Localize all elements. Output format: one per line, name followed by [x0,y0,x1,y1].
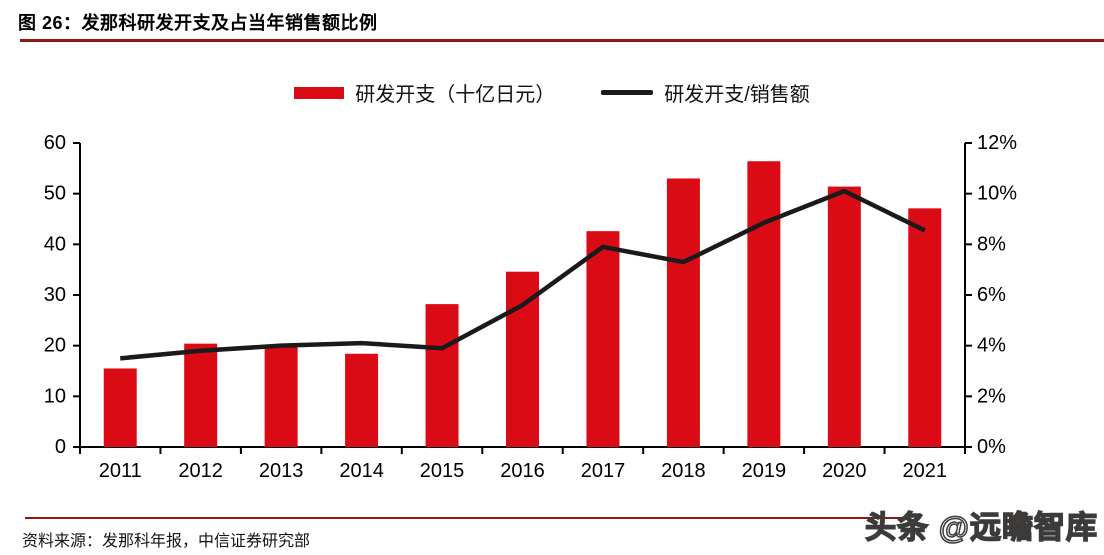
figure-title: 图 26：发那科研发开支及占当年销售额比例 [18,13,378,33]
x-axis-label: 2012 [178,460,223,482]
bar-2016 [506,271,539,447]
x-axis-label: 2021 [903,460,948,482]
x-axis-label: 2015 [420,460,465,482]
source-note: 资料来源：发那科年报，中信证券研究部 [22,533,311,550]
x-axis-label: 2011 [99,460,142,482]
left-axis-label: 40 [44,233,66,255]
bar-2018 [666,178,700,447]
footer-rule [25,517,905,519]
left-axis-label: 30 [44,284,66,306]
right-axis-label: 12% [977,132,1017,154]
legend-bar-label: 研发开支（十亿日元） [355,84,556,106]
left-axis-label: 20 [44,335,66,357]
legend-item-bar: 研发开支（十亿日元） [294,78,555,107]
x-axis-label: 2019 [742,460,787,482]
bar-2021 [908,208,942,447]
right-axis-label: 4% [977,335,1006,357]
x-axis-label: 2017 [581,460,626,482]
right-axis-label: 0% [977,436,1006,458]
chart-legend: 研发开支（十亿日元） 研发开支/销售额 [0,78,1104,107]
legend-line-label: 研发开支/销售额 [664,84,810,106]
bar-2011 [103,368,137,447]
ratio-line [120,188,926,361]
legend-item-line: 研发开支/销售额 [601,78,810,107]
watermark: 头条 @远瞻智库 [864,509,1098,546]
title-underline-rule [20,39,1104,42]
bar-2014 [345,353,379,447]
x-axis-label: 2013 [259,460,304,482]
left-axis-label: 50 [44,183,66,205]
bar-2015 [425,304,459,447]
x-axis-label: 2020 [822,460,867,482]
x-axis-label: 2014 [339,460,384,482]
left-axis-label: 60 [44,132,66,154]
line-series-swatch [601,90,654,95]
x-axis-label: 2016 [500,460,545,482]
bar-2020 [827,186,861,447]
bar-2013 [264,344,298,447]
bar-2012 [184,343,218,447]
right-axis-label: 2% [977,385,1006,407]
right-axis-label: 6% [977,284,1006,306]
right-axis-label: 10% [977,183,1017,205]
chart-svg: 0 10 20 30 40 50 60 0% 2% 4% 6% 8% 10% 12% 2011 2012 201… [44,132,1017,482]
left-axis-label: 10 [44,385,66,407]
bar-series-swatch [294,86,345,99]
bar-2019 [747,161,781,448]
x-axis-label: 2018 [661,460,706,482]
left-axis-label: 0 [55,436,66,458]
bar-2017 [586,231,620,447]
right-axis-label: 8% [977,233,1006,255]
